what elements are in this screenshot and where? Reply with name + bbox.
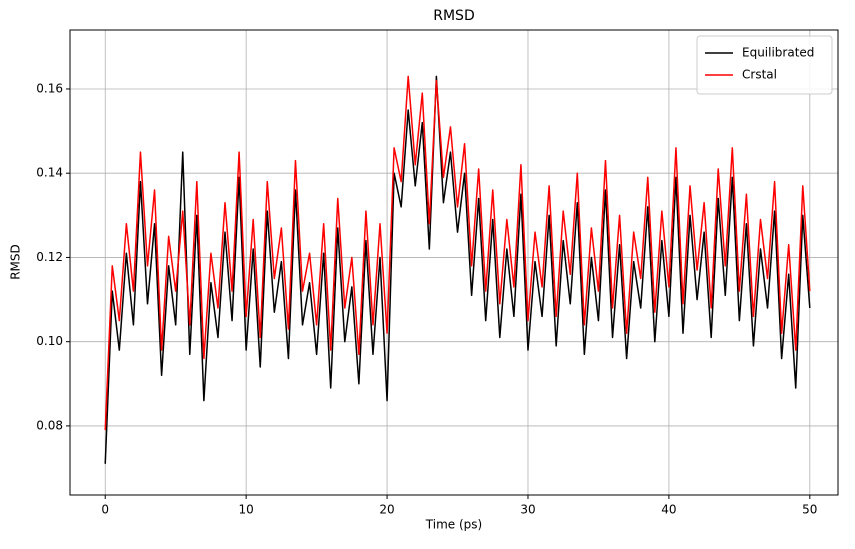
x-tick-label: 50 [802,503,817,517]
y-axis-label: RMSD [9,244,23,280]
y-tick-label: 0.08 [36,418,63,432]
legend-label: Crstal [742,68,777,82]
legend-box [696,35,833,95]
legend-label: Equilibrated [742,46,814,60]
x-tick-label: 0 [101,503,109,517]
x-tick-label: 10 [239,503,254,517]
x-tick-label: 30 [520,503,535,517]
x-tick-label: 40 [661,503,676,517]
plot-frame [69,29,839,496]
chart-title: RMSD [433,8,474,24]
data-line [104,75,811,464]
x-tick-label: 20 [379,503,394,517]
y-tick-label: 0.12 [36,250,63,264]
x-axis-label: Time (ps) [425,518,482,532]
y-tick-label: 0.16 [36,81,63,95]
y-tick-label: 0.14 [36,166,63,180]
y-tick-label: 0.10 [36,334,63,348]
data-line [104,75,811,431]
